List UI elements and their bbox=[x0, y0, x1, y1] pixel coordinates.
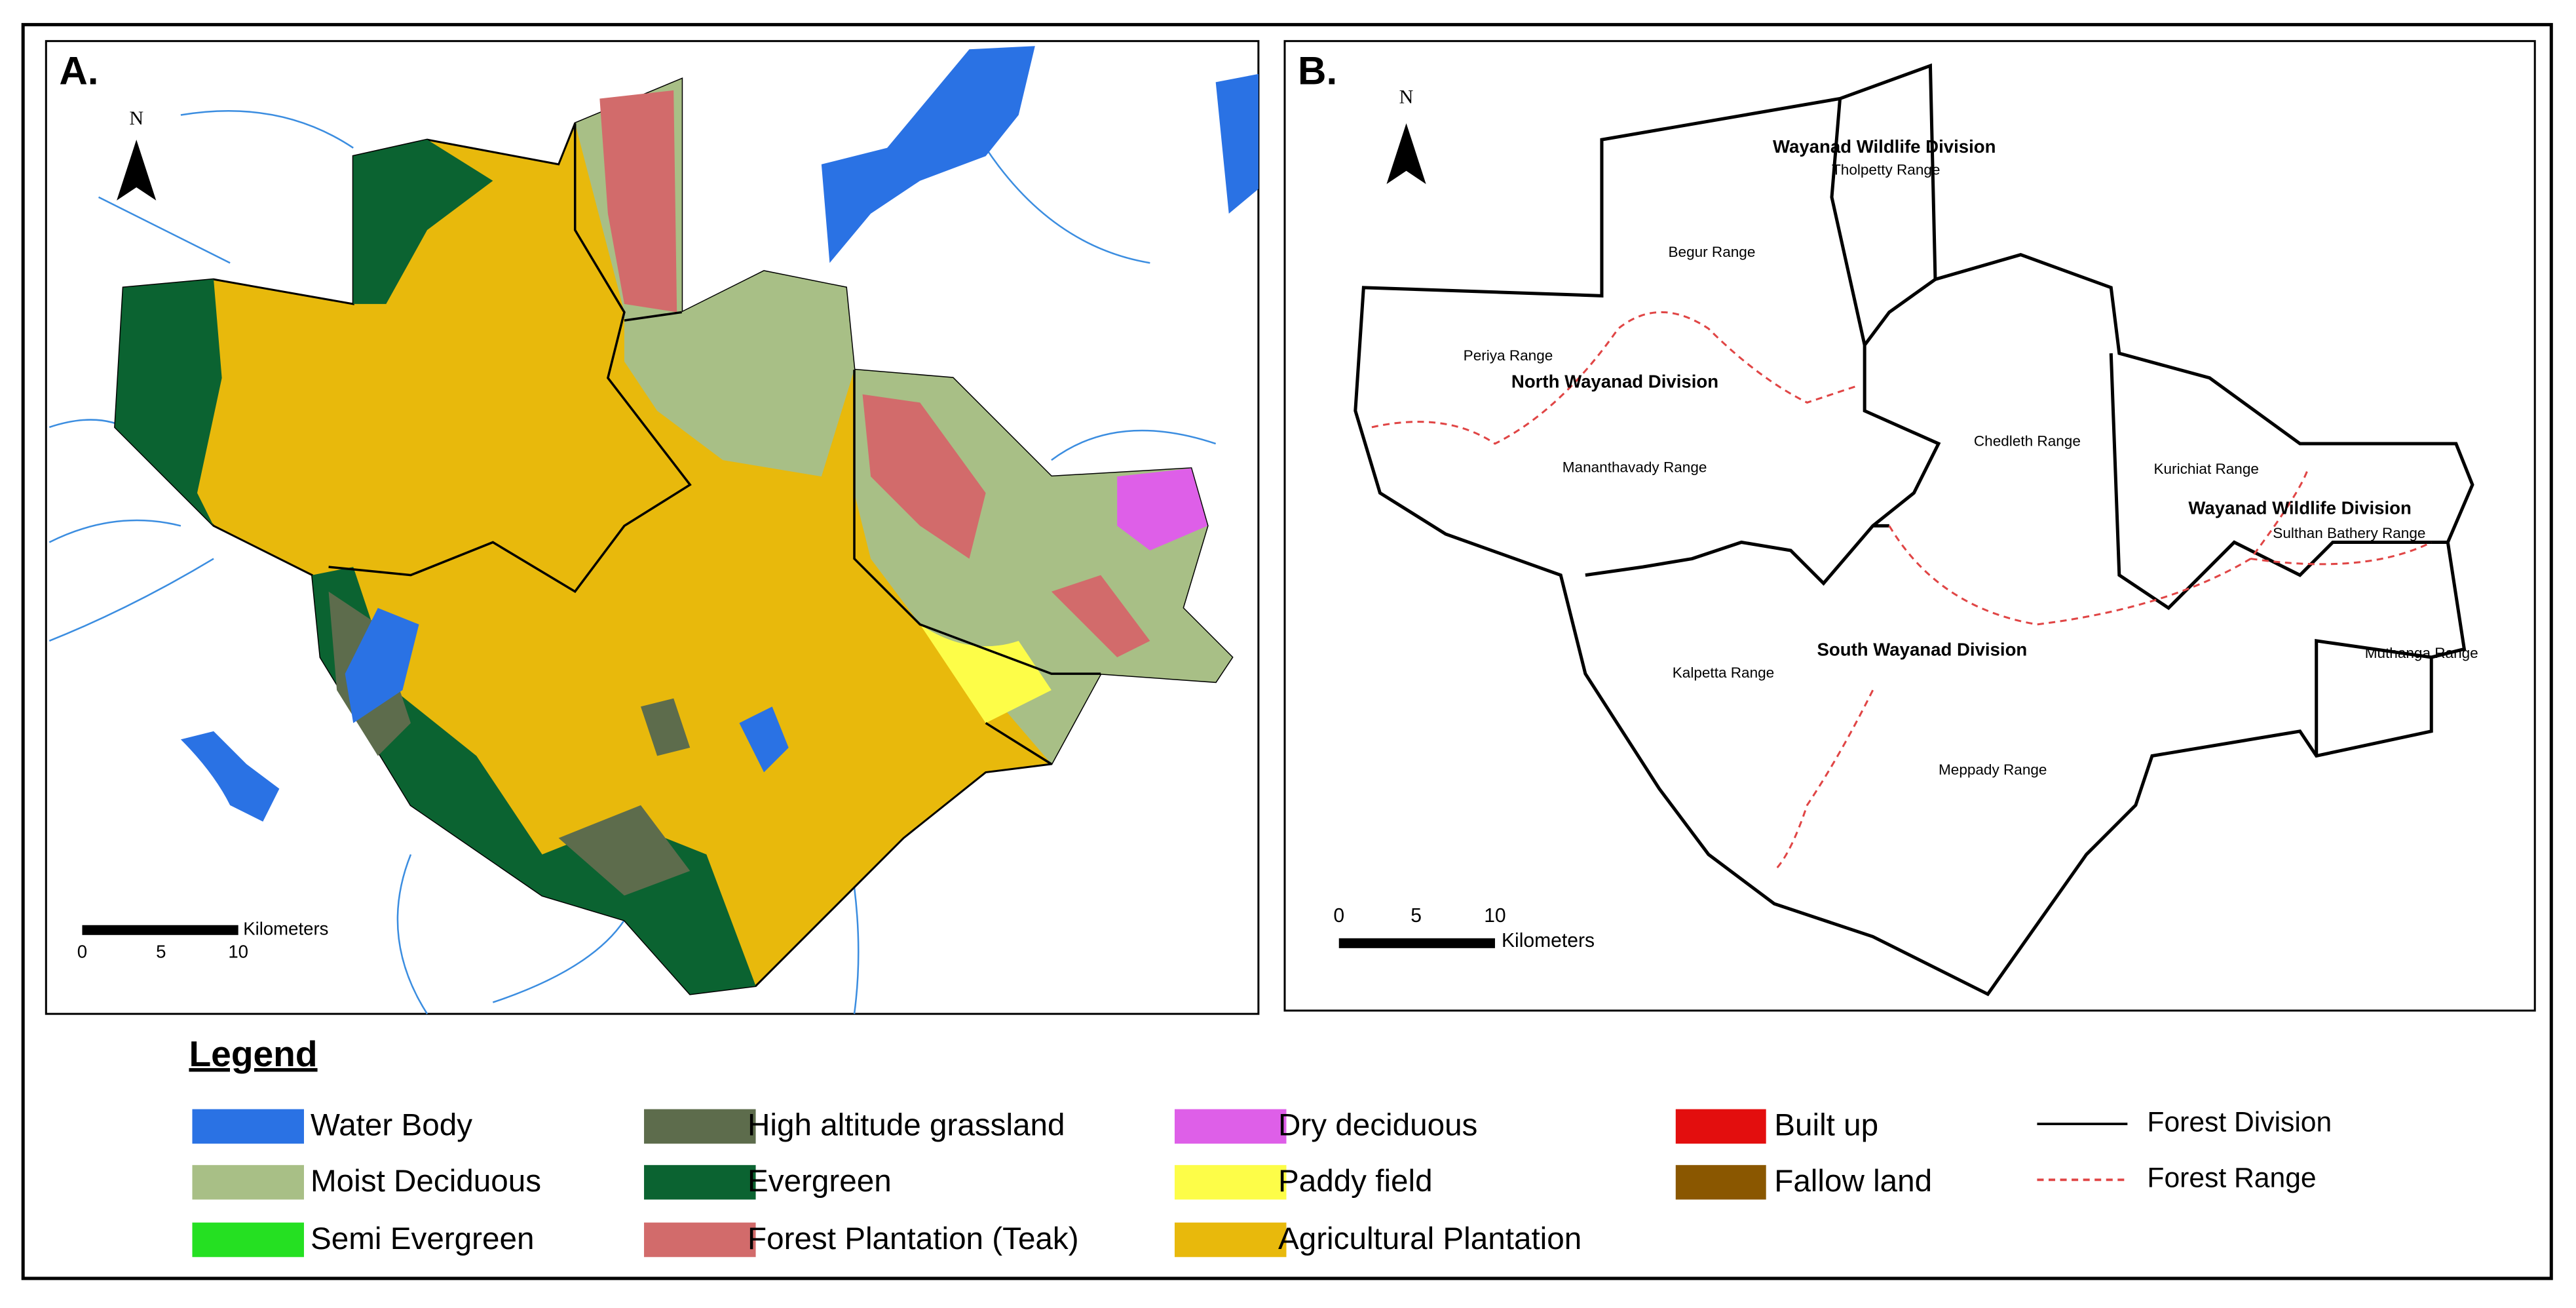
division-label: Wayanad Wildlife Division bbox=[1773, 136, 1996, 157]
scale-tick: 0 bbox=[77, 942, 87, 962]
scale-unit: Kilometers bbox=[243, 919, 328, 939]
labels: A. B. N N 0 5 10 Kilometers 0 5 10 Kilometers Wayana… bbox=[59, 49, 2478, 962]
range-label: Meppady Range bbox=[1939, 761, 2047, 778]
legend-swatch bbox=[192, 1109, 304, 1144]
range-label: Begur Range bbox=[1669, 244, 1756, 260]
legend-label: Paddy field bbox=[1278, 1164, 1433, 1199]
division-label: South Wayanad Division bbox=[1817, 639, 2028, 659]
legend-swatch bbox=[192, 1164, 304, 1200]
scale-bar bbox=[82, 925, 238, 935]
reservoir bbox=[1215, 73, 1259, 214]
range-label: Kurichiat Range bbox=[2153, 461, 2258, 477]
paddy bbox=[920, 624, 1051, 723]
legend-label: High altitude grassland bbox=[748, 1108, 1065, 1143]
legend-label: Evergreen bbox=[748, 1164, 892, 1199]
grassland bbox=[328, 591, 691, 896]
legend-label: Forest Plantation (Teak) bbox=[748, 1221, 1079, 1256]
range-label: Tholpetty Range bbox=[1832, 162, 1940, 178]
legend-label: Dry deciduous bbox=[1278, 1108, 1477, 1143]
scale-tick: 5 bbox=[156, 942, 166, 962]
legend-label: Semi Evergreen bbox=[311, 1221, 534, 1256]
legend-label: Forest Division bbox=[2147, 1106, 2332, 1138]
north-arrow bbox=[1386, 123, 1426, 184]
scale-unit: Kilometers bbox=[1502, 930, 1595, 952]
legend-label: Fallow land bbox=[1774, 1164, 1932, 1199]
water bbox=[180, 731, 280, 822]
scale-tick: 0 bbox=[1333, 905, 1344, 927]
legend-label: Moist Deciduous bbox=[311, 1164, 541, 1199]
legend-label: Forest Range bbox=[2147, 1163, 2316, 1194]
range-label: Muthanga Range bbox=[2365, 645, 2478, 661]
legend-swatch bbox=[1675, 1109, 1766, 1144]
legend-swatch bbox=[644, 1222, 756, 1258]
division-label: Wayanad Wildlife Division bbox=[2188, 498, 2411, 518]
legend-swatch bbox=[644, 1109, 756, 1144]
scale-tick: 10 bbox=[1484, 905, 1506, 927]
division-line bbox=[328, 123, 1101, 765]
panel-label: B. bbox=[1298, 49, 1337, 93]
north-arrow bbox=[117, 140, 157, 201]
water bbox=[345, 607, 789, 773]
range-label: Kalpetta Range bbox=[1673, 664, 1774, 681]
dry-deciduous bbox=[1117, 468, 1208, 551]
legend-label: Water Body bbox=[311, 1108, 472, 1143]
legend-swatch bbox=[1675, 1164, 1766, 1200]
scale-tick: 5 bbox=[1411, 905, 1422, 927]
range-label: Periya Range bbox=[1464, 347, 1553, 364]
panel-label: A. bbox=[59, 49, 98, 93]
legend-swatch bbox=[1174, 1222, 1287, 1258]
legend-label: Built up bbox=[1774, 1108, 1878, 1143]
map-b bbox=[1283, 40, 2536, 1012]
reservoir bbox=[821, 46, 1035, 263]
legend-swatch bbox=[644, 1164, 756, 1200]
north-label: N bbox=[129, 107, 143, 129]
scale-bar bbox=[1338, 938, 1495, 948]
evergreen bbox=[115, 140, 756, 995]
scale-tick: 10 bbox=[228, 942, 248, 962]
study-outline bbox=[1354, 63, 2474, 997]
division-line bbox=[1585, 98, 2448, 756]
rivers bbox=[48, 110, 1217, 1014]
teak bbox=[599, 90, 1150, 658]
legend-swatch bbox=[1174, 1164, 1287, 1200]
division-label: North Wayanad Division bbox=[1511, 372, 1718, 392]
range-label: Mananthavady Range bbox=[1563, 459, 1707, 476]
legend-title: Legend bbox=[189, 1033, 317, 1074]
range-label: Chedleth Range bbox=[1974, 433, 2081, 449]
legend: Legend Water Body Moist Deciduous Semi Ever… bbox=[189, 1033, 2332, 1258]
north-label: N bbox=[1399, 85, 1414, 107]
legend-label: Agricultural Plantation bbox=[1278, 1221, 1582, 1256]
legend-swatch bbox=[1174, 1109, 1287, 1144]
range-label: Sulthan Bathery Range bbox=[2273, 525, 2425, 541]
map-a bbox=[45, 40, 1260, 1015]
legend-swatch bbox=[192, 1222, 304, 1258]
